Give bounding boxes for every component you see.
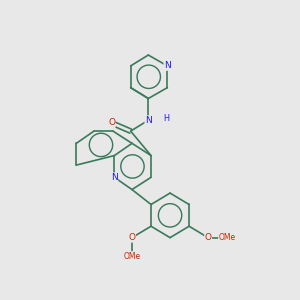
Text: OMe: OMe bbox=[219, 233, 236, 242]
Text: N: N bbox=[111, 173, 118, 182]
Text: N: N bbox=[164, 61, 171, 70]
Text: OMe: OMe bbox=[123, 252, 141, 261]
Text: O: O bbox=[205, 233, 212, 242]
Text: O: O bbox=[128, 233, 136, 242]
Text: H: H bbox=[163, 114, 169, 123]
Text: N: N bbox=[145, 116, 152, 125]
Text: O: O bbox=[108, 118, 115, 127]
